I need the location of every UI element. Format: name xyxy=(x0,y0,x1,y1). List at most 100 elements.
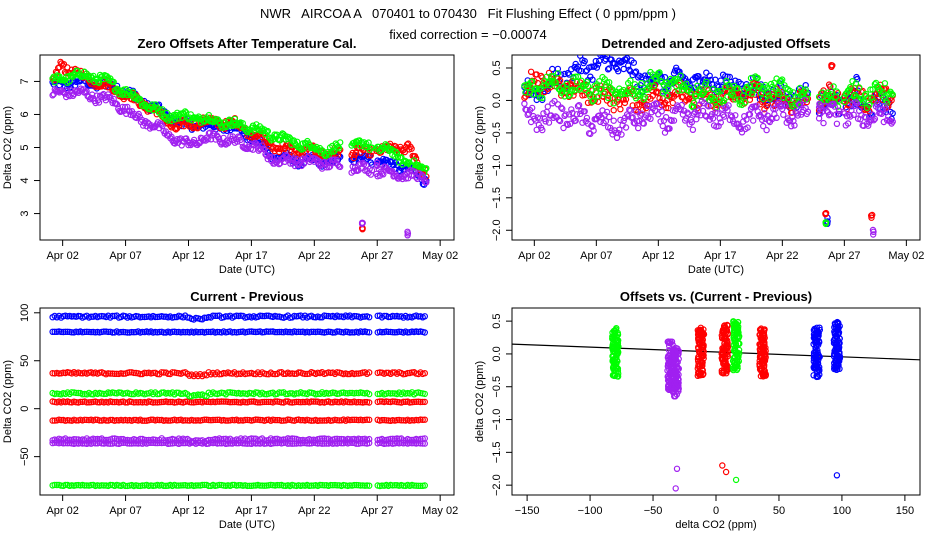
data-point-purple xyxy=(801,96,808,104)
x-tick-label: 100 xyxy=(833,505,851,517)
data-point-green xyxy=(610,336,617,343)
data-point-green xyxy=(95,79,103,87)
data-point-green xyxy=(400,482,407,489)
data-point-blue xyxy=(139,313,146,321)
data-point-purple xyxy=(67,87,74,94)
data-point-purple xyxy=(606,113,613,121)
data-point-red xyxy=(286,399,294,406)
data-point-blue xyxy=(565,71,573,78)
data-point-purple xyxy=(662,113,670,121)
data-point-red xyxy=(111,370,118,377)
data-point-purple xyxy=(423,179,430,186)
data-point-red xyxy=(669,99,677,107)
data-point-red xyxy=(656,95,663,102)
data-point-red xyxy=(152,399,159,406)
data-point-green xyxy=(415,482,422,489)
data-point-purple xyxy=(559,105,566,113)
data-point-purple xyxy=(840,108,847,116)
x-tick-label: Apr 22 xyxy=(298,250,330,262)
data-point-green xyxy=(179,482,187,489)
data-point-red xyxy=(293,398,300,406)
data-point-purple xyxy=(289,440,296,447)
x-tick-label: Apr 07 xyxy=(109,505,141,517)
data-point-blue xyxy=(594,61,602,68)
data-point-blue xyxy=(130,329,138,336)
data-point-red xyxy=(698,348,706,355)
x-tick-label: Apr 17 xyxy=(235,505,267,517)
data-point-blue xyxy=(203,328,210,336)
data-point-red xyxy=(400,417,407,424)
data-point-red xyxy=(280,370,287,377)
data-point-purple xyxy=(678,101,686,109)
data-point-green xyxy=(229,481,236,489)
data-point-green xyxy=(536,94,544,101)
data-point-purple xyxy=(338,440,345,447)
data-point-green xyxy=(700,89,708,96)
data-point-green xyxy=(865,94,872,101)
data-point-purple xyxy=(536,115,544,122)
data-point-red xyxy=(363,416,371,423)
data-point-purple xyxy=(590,127,597,134)
data-point-purple xyxy=(714,109,721,117)
data-point-green xyxy=(57,482,65,489)
data-point-red xyxy=(761,361,768,369)
data-point-purple xyxy=(602,117,610,125)
data-point-red xyxy=(721,340,728,347)
data-point-purple xyxy=(62,439,69,447)
data-point-green xyxy=(631,81,639,88)
data-point-purple xyxy=(402,175,410,182)
data-point-blue xyxy=(246,328,253,335)
data-point-blue xyxy=(606,65,613,72)
data-point-green xyxy=(389,482,396,489)
data-point-red xyxy=(389,369,396,376)
data-point-red xyxy=(181,417,189,424)
data-point-green xyxy=(779,76,786,83)
data-point-green xyxy=(717,87,725,95)
data-point-blue xyxy=(211,312,219,319)
data-point-purple xyxy=(64,440,71,447)
data-point-green xyxy=(205,482,212,490)
data-point-purple xyxy=(363,162,370,169)
data-point-green xyxy=(860,97,867,105)
data-point-purple xyxy=(870,231,877,238)
data-point-purple xyxy=(130,440,138,447)
plot-area xyxy=(512,318,920,492)
data-point-red xyxy=(220,398,227,405)
data-point-red xyxy=(763,102,770,110)
data-point-red xyxy=(111,398,118,406)
data-point-blue xyxy=(329,329,336,336)
data-point-green xyxy=(550,72,557,80)
data-point-purple xyxy=(404,230,412,237)
data-point-blue xyxy=(597,55,604,59)
panel-offsets-vs-difference: Offsets vs. (Current - Previous)−150 −100… xyxy=(474,289,921,531)
data-point-green xyxy=(192,482,200,489)
data-point-green xyxy=(392,148,399,155)
data-point-green xyxy=(159,106,166,113)
data-point-green xyxy=(216,118,224,126)
data-point-blue xyxy=(630,59,638,66)
data-point-purple xyxy=(551,97,558,105)
data-point-purple xyxy=(562,111,569,118)
data-point-red xyxy=(527,68,535,76)
data-point-blue xyxy=(813,350,820,358)
data-point-purple xyxy=(694,111,701,118)
data-point-blue xyxy=(632,68,640,75)
data-point-red xyxy=(282,398,289,405)
data-point-green xyxy=(645,86,652,93)
data-point-green xyxy=(374,390,381,398)
x-axis-label: Date (UTC) xyxy=(688,264,744,276)
data-point-blue xyxy=(835,355,842,362)
data-point-purple xyxy=(610,117,617,124)
data-point-green xyxy=(775,90,783,97)
data-point-purple xyxy=(667,116,674,124)
data-point-red xyxy=(109,398,116,406)
data-point-green xyxy=(173,482,180,489)
y-tick-label: 100 xyxy=(19,304,31,322)
data-point-red xyxy=(113,370,121,377)
data-point-red xyxy=(119,370,127,377)
data-point-blue xyxy=(625,62,632,69)
data-point-green xyxy=(330,148,337,155)
data-point-purple xyxy=(286,440,294,447)
y-tick-label: 4 xyxy=(19,177,31,183)
y-tick-label: 0.5 xyxy=(491,313,503,328)
